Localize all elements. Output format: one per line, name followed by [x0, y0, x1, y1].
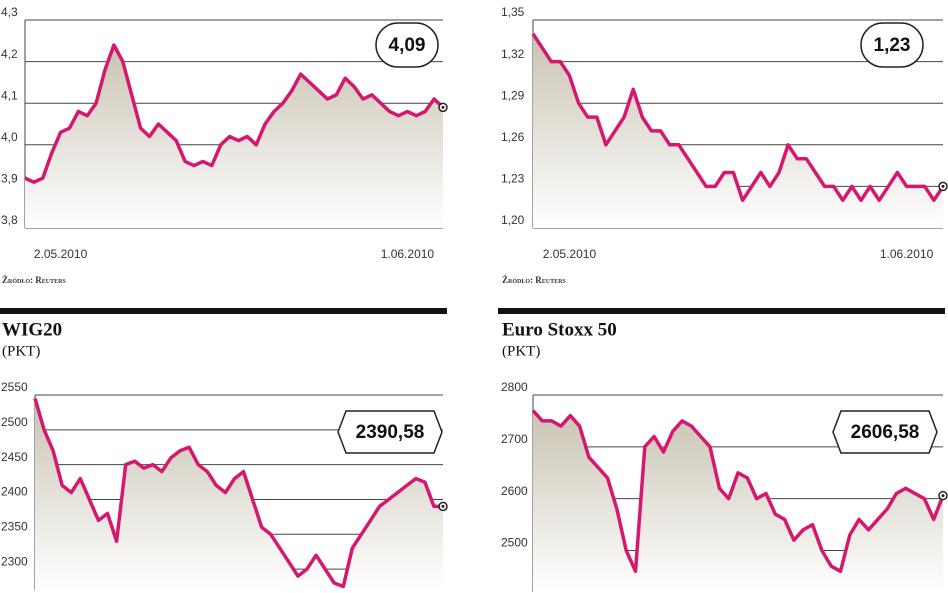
x-tick-label: 1.06.2010: [880, 247, 934, 261]
y-tick-label: 2450: [1, 450, 28, 464]
chart-title: Euro Stoxx 50: [502, 319, 617, 340]
chart-subtitle: (PKT): [2, 343, 40, 359]
callout-label: 1,23: [874, 35, 911, 56]
end-dot: [941, 184, 945, 188]
end-dot: [941, 494, 945, 498]
chart-subtitle: (PKT): [502, 343, 540, 359]
callout-box: [860, 22, 924, 68]
source: Źródło: Reuters: [2, 275, 66, 285]
x-tick-label: 1.06.2010: [381, 247, 435, 261]
source: Źródło: Reuters: [502, 275, 566, 285]
y-tick-label: 2400: [1, 485, 28, 499]
callout-box: [375, 22, 439, 68]
line: [24, 43, 445, 184]
area: [25, 45, 443, 228]
callout-box: [832, 410, 938, 454]
y-tick-label: 1,29: [501, 88, 525, 102]
y-tick-label: 1,26: [501, 130, 525, 144]
y-tick-label: 3,8: [1, 213, 18, 227]
y-tick-label: 2550: [1, 380, 28, 394]
end-dot: [441, 504, 445, 508]
y-tick-label: 2350: [1, 519, 28, 533]
line: [531, 32, 945, 203]
y-tick-label: 4,2: [1, 47, 18, 61]
callout-label: 2606,58: [851, 422, 920, 443]
y-tick-label: 2500: [501, 536, 528, 550]
x-tick-label: 2.05.2010: [543, 247, 597, 261]
y-tick-label: 1,23: [501, 172, 525, 186]
chart-title: WIG20: [2, 319, 62, 340]
divider: [0, 308, 447, 314]
y-tick-label: 1,20: [501, 213, 525, 227]
area: [533, 33, 943, 229]
area: [533, 410, 943, 592]
y-tick-label: 1,35: [501, 5, 525, 19]
x-tick-label: 2.05.2010: [34, 247, 88, 261]
area: [35, 398, 443, 590]
y-tick-label: 3,9: [1, 172, 18, 186]
end-dot: [441, 105, 445, 109]
y-tick-label: 2600: [501, 484, 528, 498]
divider: [498, 308, 945, 314]
y-tick-label: 2300: [1, 554, 28, 568]
line: [531, 409, 945, 574]
y-tick-label: 4,3: [1, 5, 18, 19]
y-tick-label: 1,32: [501, 47, 525, 61]
y-tick-label: 2700: [501, 432, 528, 446]
y-tick-label: 2500: [1, 415, 28, 429]
callout-label: 2390,58: [356, 422, 425, 443]
line: [33, 398, 443, 589]
callout-box: [337, 410, 443, 454]
y-tick-label: 2800: [501, 380, 528, 394]
y-tick-label: 4,0: [1, 130, 18, 144]
callout-label: 4,09: [389, 35, 426, 56]
y-tick-label: 4,1: [1, 88, 18, 102]
